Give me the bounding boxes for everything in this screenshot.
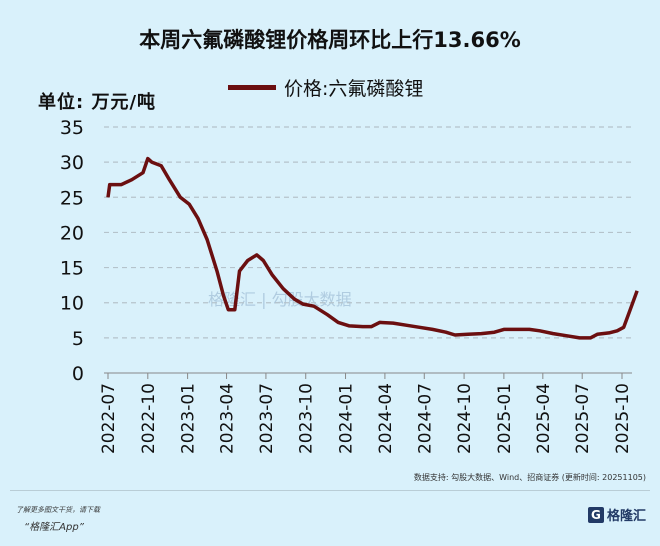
x-tick-label: 2024-10 [455,383,475,454]
footer-promo: 了解更多图文干货，请下载 [16,506,100,514]
source-note: 数据支持: 勾股大数据、Wind、招商证券 (更新时间: 20251105) [413,473,646,482]
x-tick-label: 2023-10 [297,383,317,454]
legend-swatch [228,85,276,90]
x-tick-label: 2025-10 [613,383,633,454]
x-tick-label: 2022-10 [139,383,159,454]
x-tick-label: 2022-07 [99,383,119,454]
legend-label: 价格:六氟磷酸锂 [284,78,424,100]
x-tick-label: 2023-04 [218,383,238,454]
x-tick-label: 2025-07 [573,383,593,454]
chart-title: 本周六氟磷酸锂价格周环比上行13.66% [139,28,521,52]
series-line [106,156,639,340]
divider [10,490,650,491]
footer-app-name: “格隆汇App” [24,522,84,533]
x-tick-label: 2024-04 [376,383,396,454]
y-tick-label: 30 [60,152,84,174]
y-tick-label: 20 [60,222,84,244]
x-tick-label: 2024-07 [415,383,435,454]
line-chart: 0 5 10 15 20 25 30 35 2022-07 2022-10 2023-01 2023-… [60,117,639,454]
brand-logo: G 格隆汇 [587,505,646,524]
y-tick-label: 25 [60,187,84,209]
y-tick-label: 10 [60,293,84,315]
y-tick-label: 15 [60,258,84,280]
watermark: 格隆汇 | 勾股大数据 [208,290,352,309]
x-tick-label: 2024-01 [337,383,357,454]
y-axis-unit: 单位: 万元/吨 [38,92,157,113]
logo-text: 格隆汇 [606,509,646,524]
logo-icon: G [587,506,604,523]
y-tick-label: 0 [72,363,84,385]
x-tick-label: 2023-01 [179,383,199,454]
x-tick-label: 2025-01 [495,383,515,454]
y-tick-label: 5 [72,328,84,350]
legend: 价格:六氟磷酸锂 [228,74,423,101]
x-tick-label: 2025-04 [534,383,554,454]
y-tick-label: 35 [60,117,84,139]
x-tick-label: 2023-07 [257,383,277,454]
